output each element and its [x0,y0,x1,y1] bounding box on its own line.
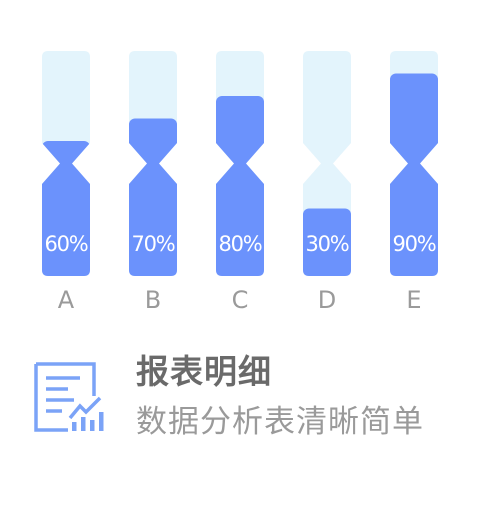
bar-A [42,141,90,276]
category-label-C: C [232,286,249,314]
value-label-B: 70% [131,232,174,256]
category-label-D: D [318,286,336,314]
bar-E [390,73,438,276]
value-label-D: 30% [305,232,348,256]
bar-C [216,96,264,276]
caption-text: 报表明细 数据分析表清晰简单 [136,350,424,444]
hourglass-bar-chart: 60% A 70% B 80% C 30% D 90% E [42,51,438,314]
bar-D [303,208,351,276]
report-chart-icon [34,362,104,432]
value-label-C: 80% [218,232,261,256]
category-label-B: B [145,286,161,314]
category-label-E: E [406,286,421,314]
bar-B [129,118,177,276]
caption-block: 报表明细 数据分析表清晰简单 [34,350,464,450]
value-label-A: 60% [44,232,87,256]
value-label-E: 90% [392,232,435,256]
caption-subtitle: 数据分析表清晰简单 [136,404,424,440]
caption-title: 报表明细 [136,352,272,391]
category-label-A: A [58,286,75,314]
